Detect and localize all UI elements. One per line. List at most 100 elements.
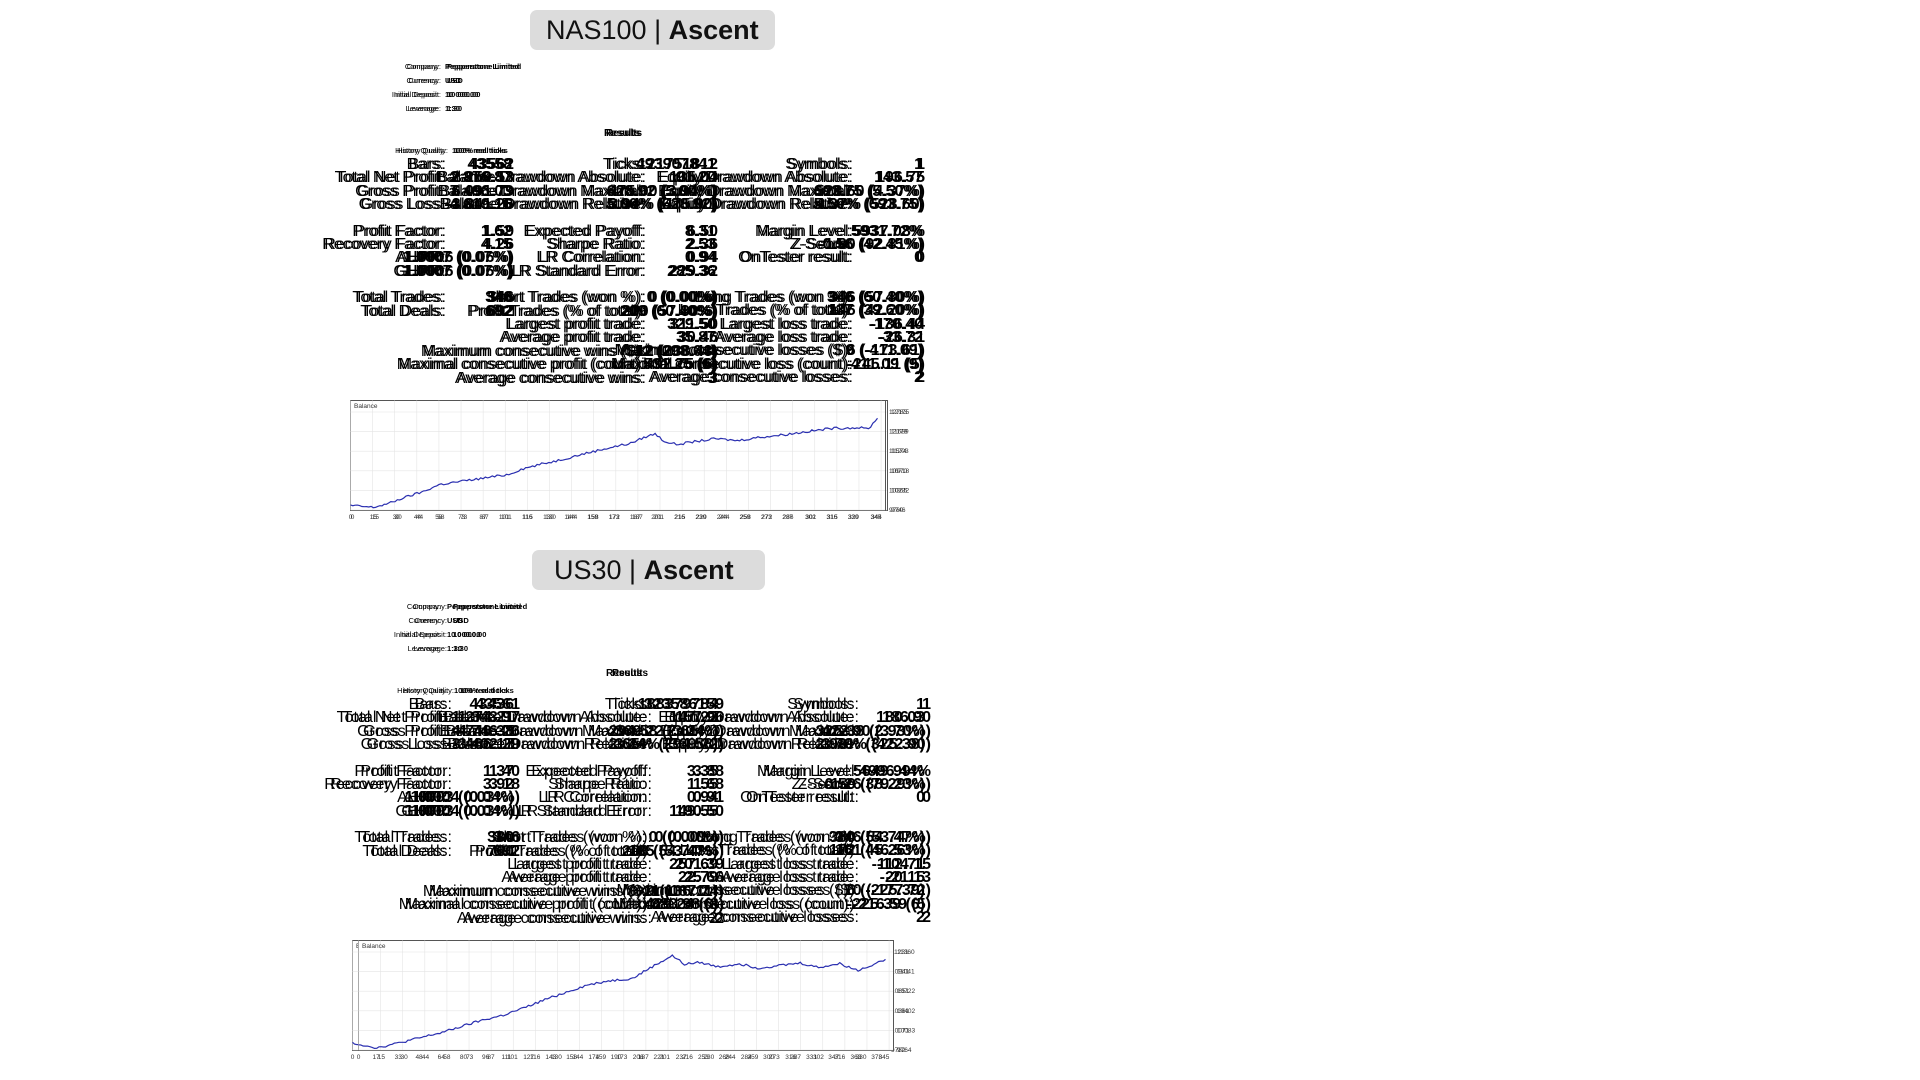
stat-label: LR Standard Error: [517,802,652,820]
x-tick-label: 315 [827,514,838,521]
stat-value: 43436 [469,696,515,713]
stat-value: 4.15 [480,236,512,253]
stat-row: GHPR: 1.0004 (0.04%) [380,802,520,820]
stat-row: Margin Level: 4996.44% [763,762,931,780]
stat-value: 2 250.53 [451,169,514,187]
stat-value: 329.50 [667,316,716,333]
stat-value: 4996.44% [858,762,931,780]
stat-row: Balance Drawdown Relative: 5.00% (628.92) [439,197,716,213]
stat-row: Average loss trade: -26.31 [715,330,925,346]
stat-value: 9 (-411.09) [845,342,923,360]
stat-row: Total Deals: 692 [360,303,512,319]
stat-label: Maximum consecutive wins ($): [422,882,646,900]
stat-row: Equity Drawdown Maximal: 528.60 (4.37%) [660,183,925,199]
stat-label: Long Trades (won %): [702,828,859,846]
stat-label: Average loss trade: [715,329,853,346]
stat-label: Gross Profit: [357,722,446,740]
stat-value: -20.15 [879,869,925,886]
stat-label: LR Standard Error: [509,262,644,280]
x-tick-label: 87 [481,514,489,521]
stat-row: Maximal consecutive profit (count): 531.2… [397,356,716,374]
stat-value: 1.37 [482,762,514,780]
stat-label: Symbols: [787,696,853,713]
stat-row: Gross Loss: -3 466.17 [361,737,514,753]
stat-value: 323586159 [643,696,724,713]
stat-value: 4.37% (528.60) [815,196,925,214]
x-tick-label: 190 [611,1054,622,1061]
stat-row: Maximum consecutive wins ($): 12 (238.43) [423,343,718,359]
stat-label: Gross Loss: [358,196,444,214]
stat-label: Recovery Factor: [324,776,446,793]
stat-row: Gross Profit: 6 091.79 [357,182,514,200]
stat-row: Average profit trade: 25.66 [507,870,724,886]
stat-value: 380 [487,829,514,847]
stat-row: Expected Payoff: 3.35 [525,763,718,779]
x-tick-label: 363 [850,1054,861,1061]
stat-label: Total Net Profit: [342,709,452,727]
stat-label: Largest loss trade: [721,855,853,873]
stat-label: LR Standard Error: [511,802,646,820]
x-tick-label: 130 [543,514,554,521]
stat-value: 5931.72% [850,222,923,240]
x-tick-label: 187 [632,514,643,521]
x-tick-label: 287 [782,514,793,521]
stat-label: Profit Trades (% of total): [469,842,646,860]
balance-chart-svg: Balance 12783 12179 11574 10970 10365 9760 0 15 3… [349,400,907,521]
stat-value: 531.25 (6) [643,356,716,374]
stat-label: Largest profit trade: [513,856,652,873]
results-heading: Results [604,128,641,139]
x-tick-label: 302 [813,1054,824,1061]
x-tick-label: 272 [761,514,772,521]
value: 100% real ticks [454,146,508,155]
stat-label: OnTester result: [740,249,853,267]
stat-value: 188379784 [637,696,718,713]
stat-label: Equity Drawdown Maximal: [666,722,859,740]
stat-row: LR Standard Error: 229.32 [512,263,718,279]
report-title: US30 | Ascent [538,550,750,590]
label: Company: [406,62,441,71]
stat-row: Long Trades (won %): 346 (60.40%) [694,289,923,305]
stat-label: Profit Trades (% of total): [475,842,652,860]
stat-label: Profit Factor: [360,762,452,780]
stat-value: 0 [916,249,925,267]
x-tick-label: 221 [654,1054,665,1061]
stat-value: 43558 [467,156,513,173]
stat-value: -136.44 [870,315,925,333]
stat-value: 692 [493,842,520,860]
y-tick-label: 11574 [889,448,907,455]
stat-row: Largest profit trade: 329.50 [505,316,716,333]
label: Company: [404,62,439,71]
stat-row: Average consecutive wins: 2 [457,910,718,926]
stat-label: Maximal consecutive profit (count): [404,896,652,914]
stat-value: 6 091.79 [451,182,514,200]
value: 1:30 [447,104,463,113]
stat-row: Equity Drawdown Absolute: 186.90 [664,710,931,726]
stat-row: LR Correlation: 0.91 [544,790,724,806]
stat-value: -1.80 (92.81%) [819,236,925,253]
stat-label: Balance Drawdown Relative: [441,196,646,214]
stat-row: Balance Drawdown Absolute: 157.96 [444,710,724,726]
stat-label: LR Correlation: [538,249,646,267]
value: USD [447,76,463,85]
y-tick-label: 10722 [897,988,915,995]
label: Initial Deposit: [393,90,441,99]
stat-row: Z-Score: -1.80 (92.81%) [785,236,925,253]
stat-value: 3 [709,369,718,387]
stat-row: Maximum consecutive wins ($): 12 (298.64) [421,343,716,359]
stat-row: OnTester result: 0 [740,249,925,267]
label: Leverage: [407,104,441,113]
stat-label: Average consecutive losses: [656,909,859,927]
x-tick-label: 159 [595,1054,606,1061]
report-panel-us30: US30 | Ascent Company: Pepperstone Limited… [330,540,1620,1080]
stat-label: Maximal consecutive loss (count): [612,355,853,373]
stat-row: Loss Trades (% of total): 161 (46.53%) [686,843,931,859]
x-tick-label: 237 [676,1054,687,1061]
y-tick-label: 11360 [897,949,915,956]
x-tick-label: 286 [783,514,794,521]
value: 1:30 [445,104,461,113]
stat-value: 628.92 (5.00%) [606,182,716,200]
stat-value: 208 (54.74%) [621,842,718,860]
x-tick-label: 331 [806,1054,817,1061]
stat-label: Average loss trade: [721,869,859,886]
stat-label: GHPR: [401,802,452,820]
